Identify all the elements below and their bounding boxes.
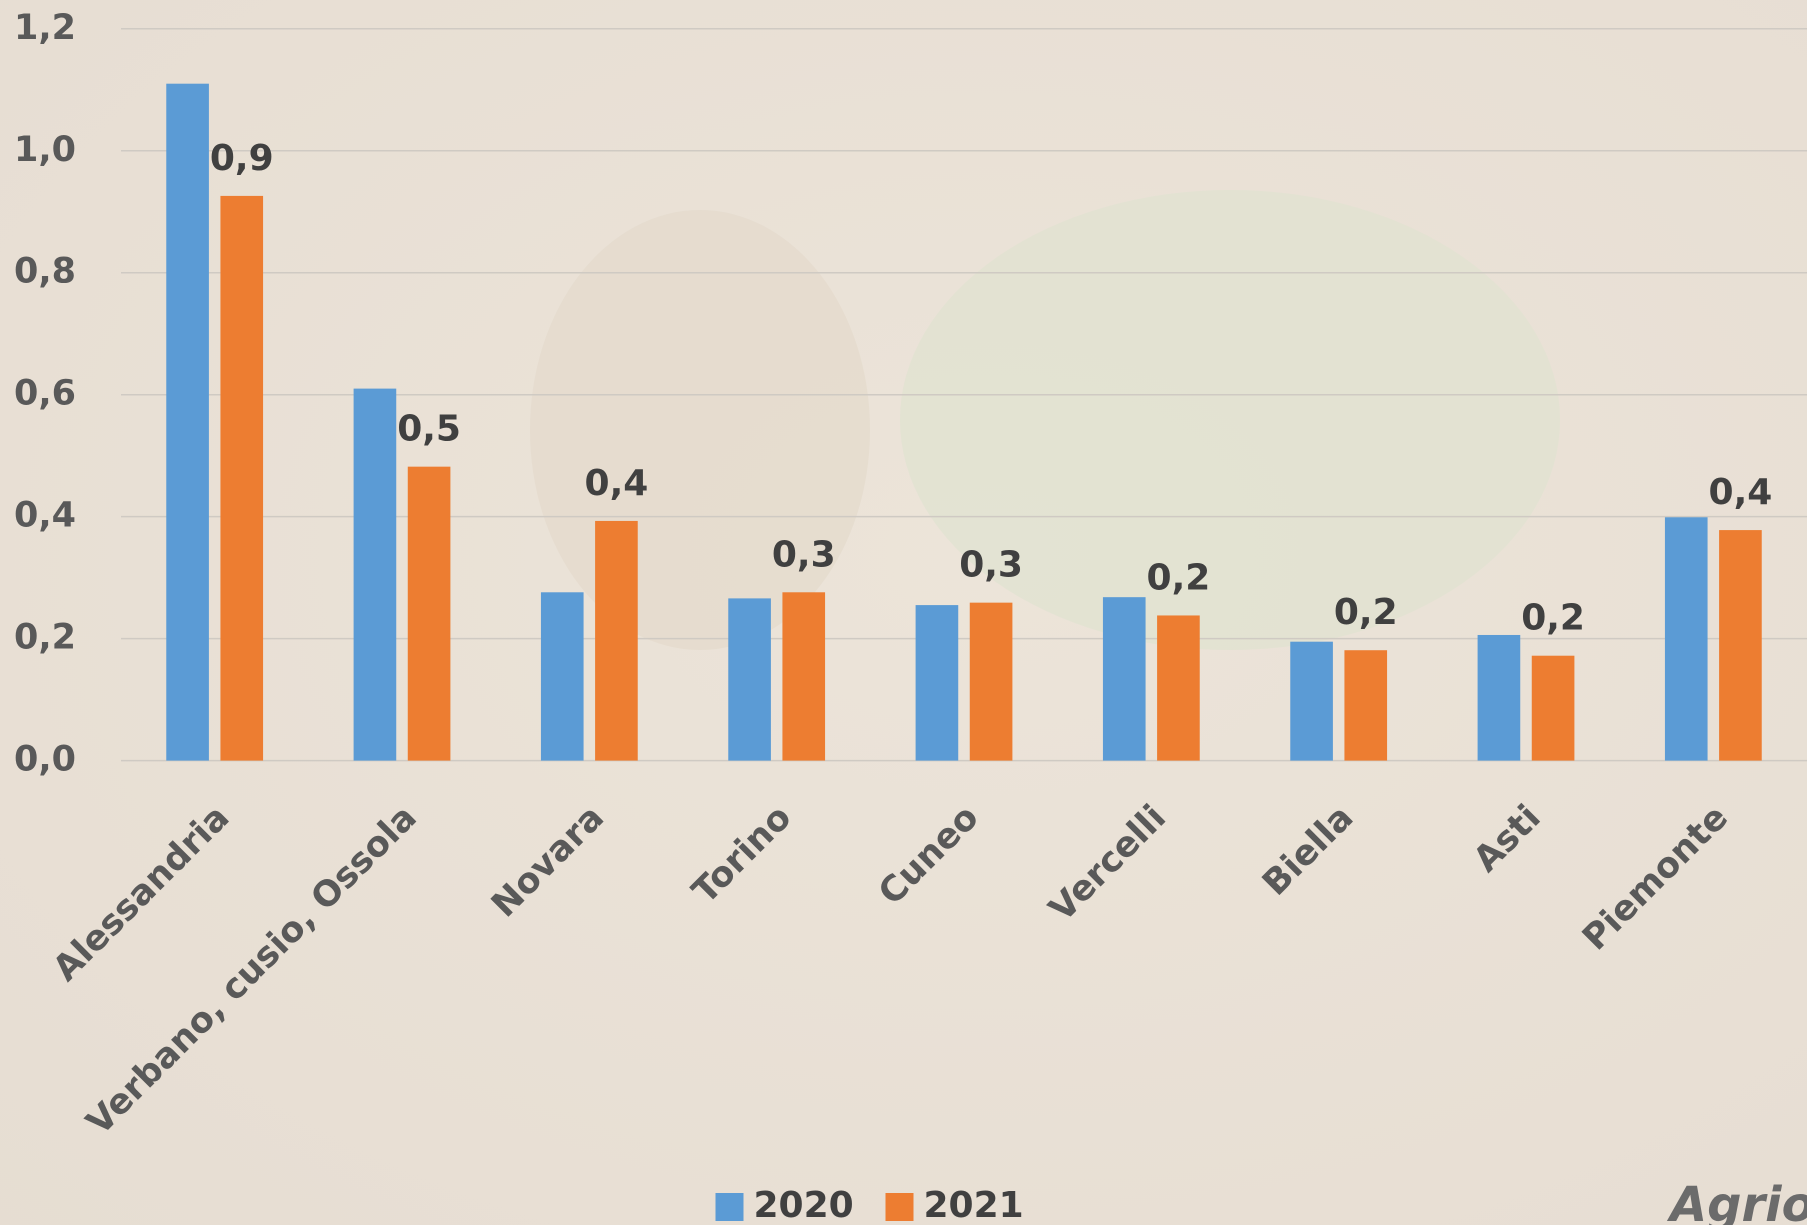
bar [541, 592, 584, 760]
value-label: 0,2 [1334, 592, 1398, 633]
value-label: 0,3 [959, 545, 1023, 586]
y-tick-label: 1,2 [14, 8, 76, 48]
y-tick-label: 1,0 [14, 130, 76, 170]
legend-swatch [886, 1193, 914, 1221]
bar [1665, 517, 1708, 760]
bar [1344, 650, 1387, 760]
y-tick-label: 0,2 [14, 618, 76, 658]
chart: Agrio 0,00,20,40,60,81,01,2Alessandria0,… [0, 0, 1807, 1225]
bar [1532, 656, 1575, 761]
bar [916, 605, 959, 761]
bar [166, 84, 209, 761]
bar [1157, 615, 1200, 760]
bar [1478, 635, 1521, 761]
legend-label: 2021 [924, 1185, 1024, 1225]
value-label: 0,4 [1709, 472, 1773, 513]
bar [728, 598, 771, 760]
bar [1290, 642, 1333, 761]
y-tick-label: 0,8 [14, 252, 76, 292]
value-label: 0,3 [772, 534, 836, 575]
y-tick-label: 0,0 [14, 740, 76, 780]
bar [354, 389, 397, 761]
legend-swatch [716, 1193, 744, 1221]
bar [970, 603, 1013, 761]
legend-label: 2020 [754, 1185, 854, 1225]
value-label: 0,4 [585, 463, 649, 504]
bar [1719, 530, 1762, 761]
bar [782, 592, 825, 760]
value-label: 0,5 [397, 409, 461, 450]
background-soil [530, 210, 870, 650]
y-tick-label: 0,4 [14, 496, 76, 536]
value-label: 0,9 [210, 138, 274, 179]
value-label: 0,2 [1147, 557, 1211, 598]
bar [595, 521, 638, 761]
y-tick-label: 0,6 [14, 374, 76, 414]
bar [408, 467, 451, 761]
value-label: 0,2 [1521, 598, 1585, 639]
bar [1103, 597, 1146, 760]
bar [220, 196, 263, 761]
watermark: Agrio [1666, 1177, 1807, 1225]
